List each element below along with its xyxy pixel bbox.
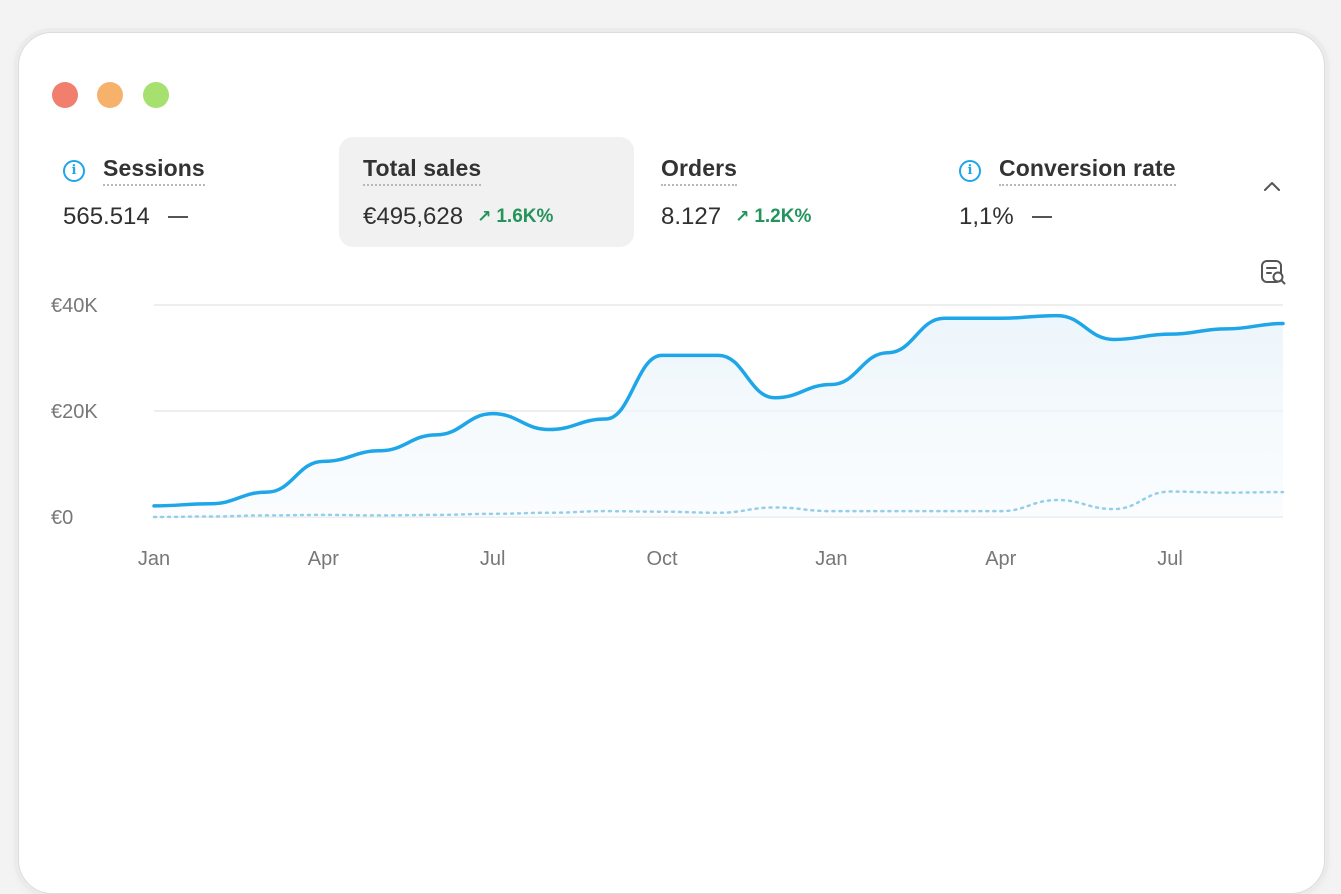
x-tick-label: Jan bbox=[138, 548, 170, 570]
y-tick-label: €40K bbox=[51, 295, 98, 317]
metric-value: 565.514 bbox=[63, 203, 150, 230]
x-tick-label: Oct bbox=[646, 548, 678, 570]
y-tick-label: €0 bbox=[51, 507, 73, 529]
x-tick-label: Jul bbox=[1157, 548, 1183, 570]
close-window-button[interactable] bbox=[52, 82, 78, 108]
chevron-up-icon[interactable] bbox=[1260, 175, 1284, 199]
info-icon[interactable]: i bbox=[63, 159, 85, 182]
arrow-up-right-icon: ↗ bbox=[735, 207, 750, 226]
metric-value: 8.127 bbox=[661, 203, 722, 230]
metric-card-total-sales[interactable]: Total sales €495,628 ↗ 1.6K% bbox=[339, 137, 634, 247]
metric-title: Conversion rate bbox=[999, 155, 1176, 186]
x-tick-label: Apr bbox=[985, 548, 1016, 570]
metric-title: Total sales bbox=[363, 155, 482, 186]
x-tick-label: Apr bbox=[308, 548, 339, 570]
chart-search-icon[interactable] bbox=[1258, 257, 1288, 287]
delta-value: 1.2K% bbox=[754, 206, 812, 227]
delta-value: 1.6K% bbox=[496, 206, 554, 227]
metric-value: 1,1% bbox=[959, 203, 1014, 230]
metric-card-orders[interactable]: Orders 8.127 ↗ 1.2K% bbox=[659, 137, 939, 247]
metric-card-conversion-rate[interactable]: i Conversion rate 1,1% bbox=[959, 137, 1229, 247]
metric-delta: ↗ 1.2K% bbox=[735, 206, 811, 228]
metric-value: €495,628 bbox=[363, 203, 464, 230]
x-tick-label: Jul bbox=[480, 548, 506, 570]
sales-chart: €0 €20K €40K Jan Apr Jul Oct Jan Apr Jul bbox=[51, 295, 1285, 570]
primary-series-line bbox=[152, 313, 1285, 508]
comparison-series-line bbox=[152, 490, 1285, 519]
metric-title: Sessions bbox=[103, 155, 205, 186]
metric-delta: ↗ 1.6K% bbox=[477, 206, 553, 228]
series-area-fill bbox=[154, 315, 1283, 517]
x-tick-label: Jan bbox=[815, 548, 847, 570]
no-change-dash-icon bbox=[1031, 216, 1052, 218]
metric-title: Orders bbox=[661, 155, 738, 186]
minimize-window-button[interactable] bbox=[97, 82, 123, 108]
maximize-window-button[interactable] bbox=[143, 82, 169, 108]
arrow-up-right-icon: ↗ bbox=[477, 207, 492, 226]
y-tick-label: €20K bbox=[51, 401, 98, 423]
metric-card-sessions[interactable]: i Sessions 565.514 bbox=[61, 137, 331, 247]
no-change-dash-icon bbox=[167, 216, 188, 218]
info-icon[interactable]: i bbox=[959, 159, 981, 182]
